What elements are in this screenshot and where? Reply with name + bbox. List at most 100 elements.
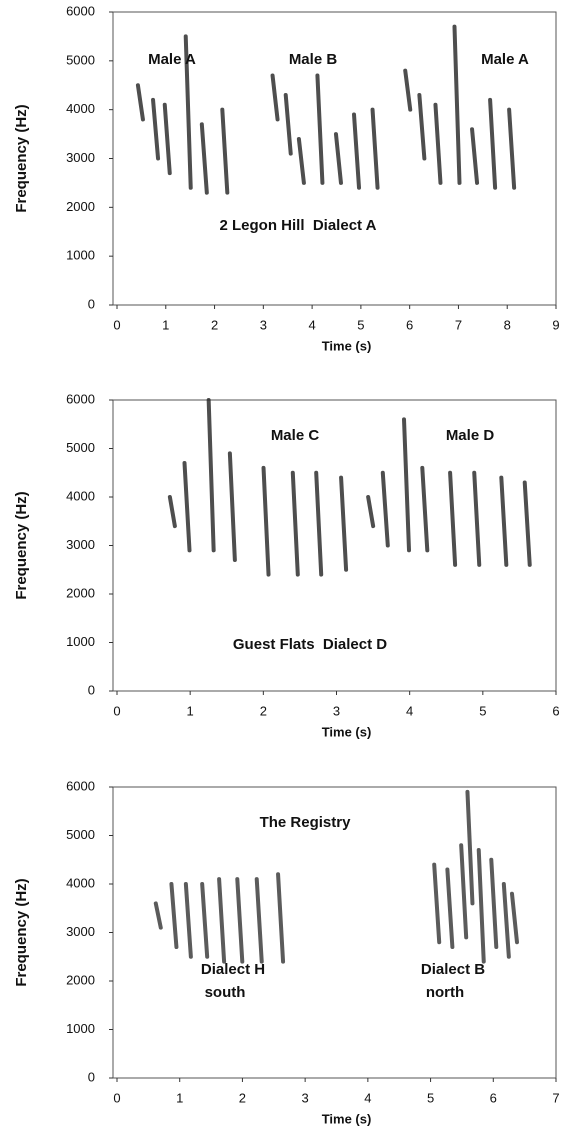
syllable <box>199 122 209 195</box>
y-tick-label: 4000 <box>66 875 95 890</box>
syllable <box>370 107 380 190</box>
x-axis-label: Time (s) <box>322 338 372 353</box>
y-tick-label: 5000 <box>66 827 95 842</box>
syllable <box>501 882 511 959</box>
syllable <box>333 132 343 185</box>
syllable <box>296 136 306 185</box>
syllable <box>270 73 280 122</box>
y-tick-label: 3000 <box>66 150 95 165</box>
syllable <box>167 495 177 529</box>
x-tick-label: 5 <box>479 703 486 718</box>
syllable <box>452 24 462 185</box>
y-tick-label: 0 <box>88 1069 95 1084</box>
y-tick-label: 2000 <box>66 199 95 214</box>
y-tick-label: 3000 <box>66 924 95 939</box>
annotation: Male A <box>148 51 196 68</box>
syllable <box>488 97 498 190</box>
x-tick-label: 1 <box>176 1090 183 1105</box>
syllable <box>470 127 480 185</box>
annotation: Male B <box>289 51 338 68</box>
annotation: Male A <box>481 51 529 68</box>
syllable <box>261 465 271 577</box>
y-tick-label: 6000 <box>66 3 95 18</box>
syllable <box>499 475 509 567</box>
syllable <box>290 470 300 577</box>
syllable <box>489 857 499 950</box>
syllable <box>220 107 230 195</box>
syllable <box>420 465 430 553</box>
syllable <box>403 68 413 112</box>
annotation: Dialect B <box>421 961 485 978</box>
syllable <box>459 843 469 940</box>
syllable <box>352 112 362 190</box>
syllable <box>206 398 216 553</box>
syllable <box>433 102 443 185</box>
annotation: Male D <box>446 427 495 444</box>
syllable <box>448 470 458 567</box>
y-tick-label: 2000 <box>66 972 95 987</box>
x-tick-label: 3 <box>302 1090 309 1105</box>
annotation: The Registry <box>260 814 352 831</box>
syllable <box>432 862 442 945</box>
y-tick-label: 5000 <box>66 440 95 455</box>
x-tick-label: 6 <box>490 1090 497 1105</box>
syllable <box>169 882 179 950</box>
annotation: Male C <box>271 427 320 444</box>
syllable <box>522 480 532 567</box>
syllable <box>276 872 286 964</box>
syllable <box>507 107 517 190</box>
x-tick-label: 7 <box>455 317 462 332</box>
syllable <box>366 495 376 529</box>
x-axis-label: Time (s) <box>322 1111 372 1126</box>
syllable <box>472 470 482 567</box>
x-tick-label: 6 <box>406 317 413 332</box>
annotation: Dialect H <box>201 961 265 978</box>
x-tick-label: 4 <box>308 317 315 332</box>
y-axis-label: Frequency (Hz) <box>13 878 30 986</box>
annotation: 2 Legon Hill Dialect A <box>220 217 377 234</box>
syllable <box>314 470 324 577</box>
y-axis-label: Frequency (Hz) <box>13 104 30 212</box>
x-tick-label: 4 <box>364 1090 371 1105</box>
y-tick-label: 4000 <box>66 101 95 116</box>
syllable <box>151 97 161 161</box>
syllable <box>254 877 264 964</box>
x-tick-label: 7 <box>552 1090 559 1105</box>
x-tick-label: 0 <box>113 317 120 332</box>
x-tick-label: 5 <box>427 1090 434 1105</box>
x-tick-label: 3 <box>260 317 267 332</box>
x-tick-label: 6 <box>552 703 559 718</box>
syllable <box>509 891 519 945</box>
y-axis-label: Frequency (Hz) <box>13 491 30 599</box>
syllable <box>417 93 427 161</box>
y-tick-label: 0 <box>88 296 95 311</box>
syllable <box>339 475 349 572</box>
x-axis-label: Time (s) <box>322 724 372 739</box>
syllable <box>283 93 293 156</box>
y-tick-label: 1000 <box>66 634 95 649</box>
x-tick-label: 1 <box>162 317 169 332</box>
syllable <box>183 34 193 190</box>
x-tick-label: 0 <box>113 1090 120 1105</box>
syllable <box>162 102 172 176</box>
syllable <box>182 461 192 553</box>
y-tick-label: 4000 <box>66 488 95 503</box>
x-tick-label: 2 <box>211 317 218 332</box>
y-tick-label: 6000 <box>66 391 95 406</box>
syllable <box>465 789 475 906</box>
x-tick-label: 5 <box>357 317 364 332</box>
syllable <box>476 848 486 964</box>
syllable <box>445 867 455 950</box>
x-tick-label: 2 <box>260 703 267 718</box>
annotation: north <box>426 984 464 1001</box>
x-tick-label: 2 <box>239 1090 246 1105</box>
annotation: south <box>205 984 246 1001</box>
syllable <box>402 417 412 553</box>
syllable <box>235 877 245 964</box>
x-tick-label: 8 <box>504 317 511 332</box>
x-tick-label: 4 <box>406 703 413 718</box>
syllable <box>183 882 193 959</box>
syllable <box>217 877 227 964</box>
y-tick-label: 0 <box>88 682 95 697</box>
